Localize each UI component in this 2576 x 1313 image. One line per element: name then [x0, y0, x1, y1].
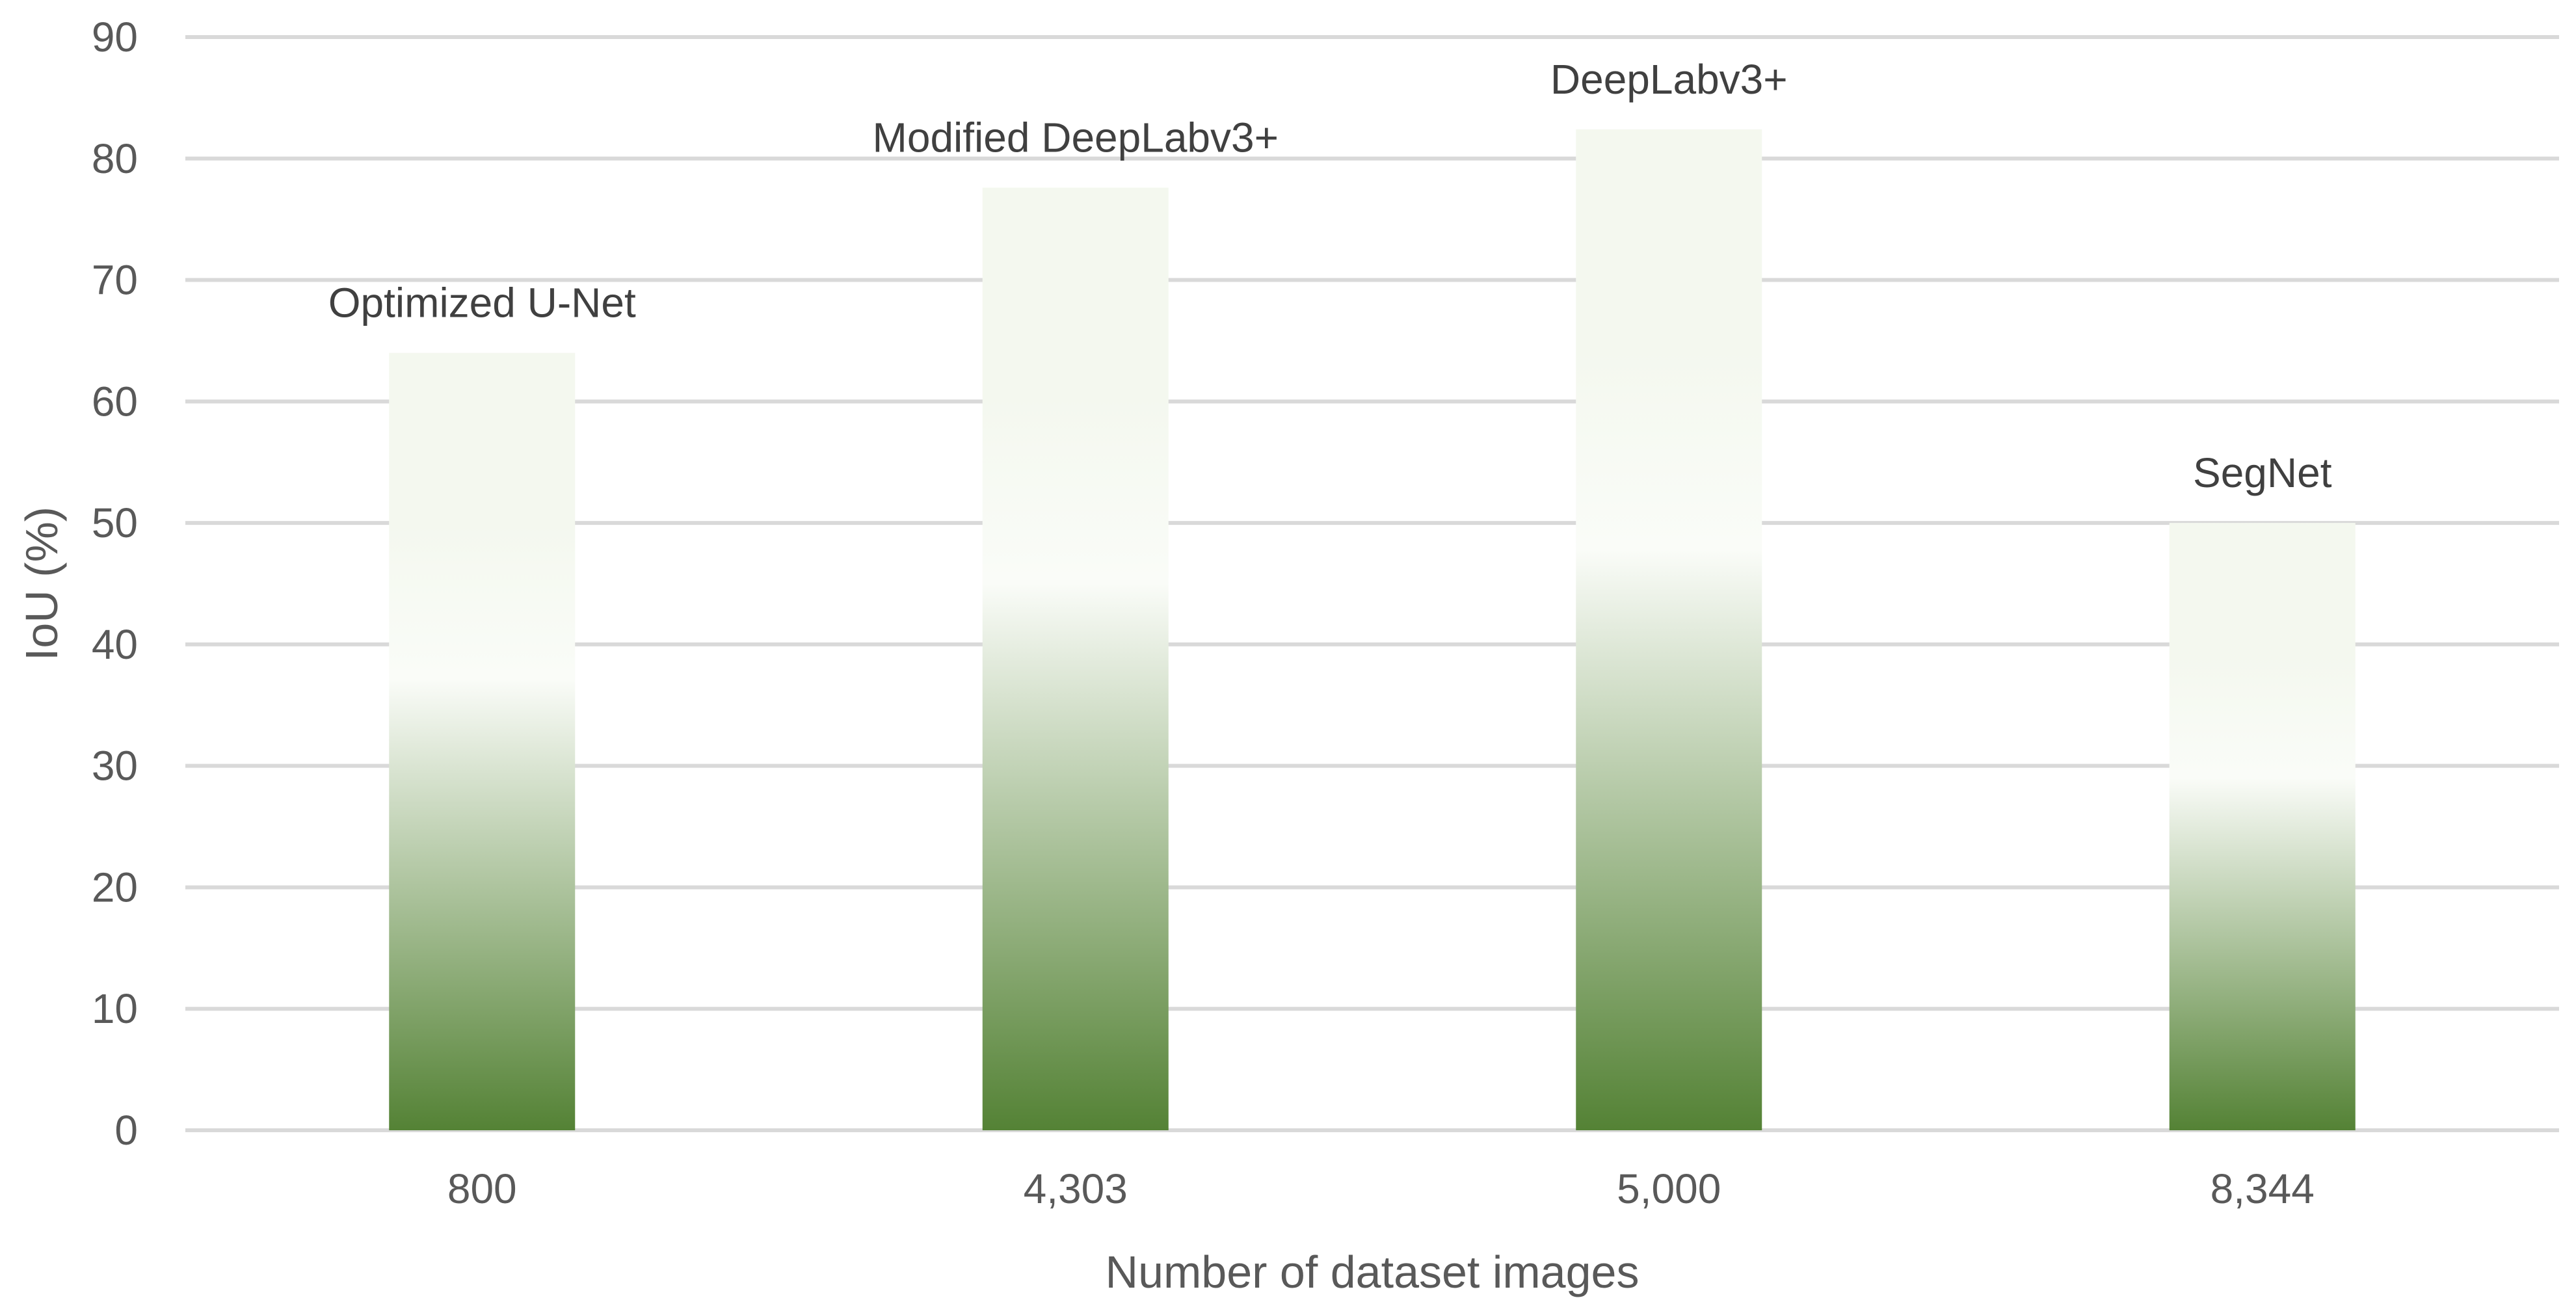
bar [2169, 523, 2356, 1130]
y-tick-label: 40 [92, 621, 138, 668]
x-tick-label: 5,000 [1617, 1165, 1721, 1212]
bar [389, 352, 576, 1130]
y-tick-label: 10 [92, 985, 138, 1032]
x-tick-label: 800 [447, 1165, 517, 1212]
y-axis-tick-labels: 0 10 20 30 40 50 60 70 80 90 [92, 14, 138, 1154]
gridlines [185, 35, 2559, 1132]
x-axis-tick-labels: 800 4,303 5,000 8,344 [447, 1165, 2315, 1212]
x-tick-label: 8,344 [2211, 1165, 2315, 1212]
data-label: DeepLabv3+ [1550, 56, 1788, 103]
x-tick-label: 4,303 [1024, 1165, 1128, 1212]
y-tick-label: 30 [92, 743, 138, 789]
bars [389, 129, 2356, 1130]
y-tick-label: 60 [92, 378, 138, 425]
data-label: Modified DeepLabv3+ [873, 114, 1279, 161]
bar [1576, 129, 1762, 1130]
x-axis-title: Number of dataset images [1106, 1247, 1640, 1297]
data-labels: Optimized U-Net Modified DeepLabv3+ DeepLa… [328, 56, 2332, 496]
data-label: SegNet [2193, 449, 2332, 496]
y-axis-title: IoU (%) [16, 507, 67, 661]
y-tick-label: 0 [114, 1107, 138, 1154]
bar [982, 187, 1169, 1130]
y-tick-label: 90 [92, 14, 138, 60]
y-tick-label: 50 [92, 499, 138, 546]
y-tick-label: 80 [92, 135, 138, 182]
y-tick-label: 20 [92, 864, 138, 910]
data-label: Optimized U-Net [328, 280, 636, 326]
y-tick-label: 70 [92, 257, 138, 304]
